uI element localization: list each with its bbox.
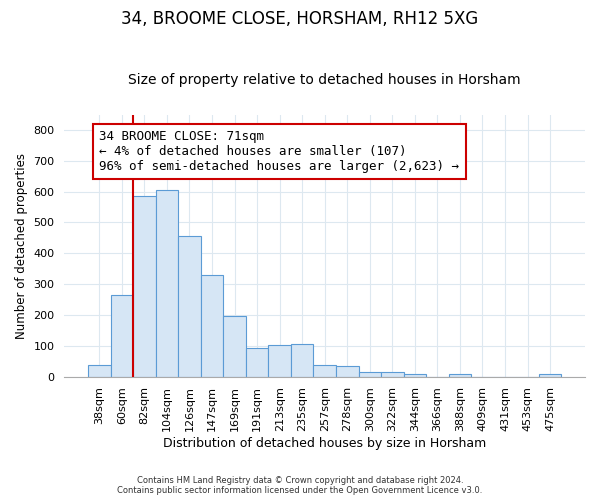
Y-axis label: Number of detached properties: Number of detached properties bbox=[15, 152, 28, 338]
X-axis label: Distribution of detached houses by size in Horsham: Distribution of detached houses by size … bbox=[163, 437, 487, 450]
Bar bbox=[539, 374, 562, 376]
Bar bbox=[178, 236, 201, 376]
Bar bbox=[201, 275, 223, 376]
Bar bbox=[110, 295, 133, 376]
Bar bbox=[88, 365, 110, 376]
Bar bbox=[133, 196, 155, 376]
Title: Size of property relative to detached houses in Horsham: Size of property relative to detached ho… bbox=[128, 73, 521, 87]
Text: 34 BROOME CLOSE: 71sqm
← 4% of detached houses are smaller (107)
96% of semi-det: 34 BROOME CLOSE: 71sqm ← 4% of detached … bbox=[100, 130, 460, 173]
Bar bbox=[313, 365, 336, 376]
Bar bbox=[291, 344, 313, 376]
Bar bbox=[381, 372, 404, 376]
Bar bbox=[359, 372, 381, 376]
Text: Contains HM Land Registry data © Crown copyright and database right 2024.
Contai: Contains HM Land Registry data © Crown c… bbox=[118, 476, 482, 495]
Bar bbox=[449, 374, 471, 376]
Bar bbox=[404, 374, 426, 376]
Bar bbox=[336, 366, 359, 376]
Bar bbox=[155, 190, 178, 376]
Bar bbox=[246, 348, 268, 376]
Bar bbox=[223, 316, 246, 376]
Bar bbox=[268, 345, 291, 376]
Text: 34, BROOME CLOSE, HORSHAM, RH12 5XG: 34, BROOME CLOSE, HORSHAM, RH12 5XG bbox=[121, 10, 479, 28]
